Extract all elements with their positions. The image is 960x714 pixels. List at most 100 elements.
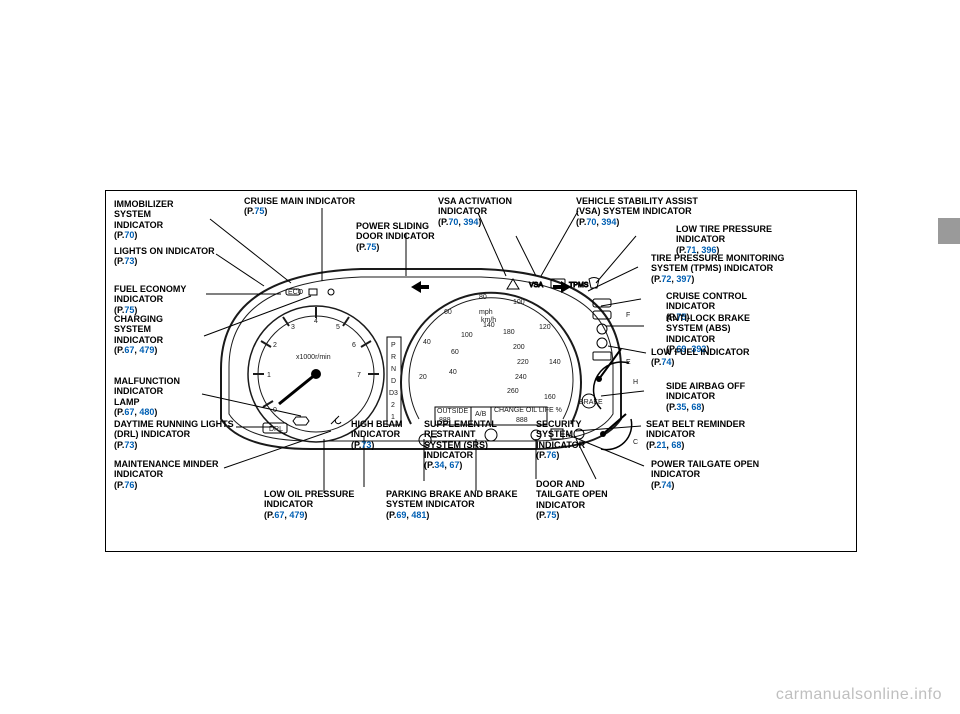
callout-side-airbag: SIDE AIRBAG OFFINDICATOR (P.35, 68)	[666, 381, 745, 412]
callout-fuel-economy: FUEL ECONOMYINDICATOR (P.75)	[114, 284, 186, 315]
ref: (P.73)	[114, 440, 137, 450]
lcd-outside: OUTSIDE	[437, 408, 468, 415]
callout-vsa-activation: VSA ACTIVATIONINDICATOR (P.70, 394)	[438, 196, 512, 227]
tach-7: 7	[357, 372, 361, 379]
kmh-220: 220	[517, 359, 529, 366]
mph-140: 140	[549, 359, 561, 366]
ref: (P.75)	[356, 242, 379, 252]
ref: (P.67, 479)	[264, 510, 307, 520]
label: LIGHTS ON INDICATOR	[114, 246, 215, 256]
label: SECURITYSYSTEMINDICATOR	[536, 419, 585, 450]
fuel-E: E	[626, 359, 631, 366]
kmh-60: 60	[451, 349, 459, 356]
ref: (P.73)	[114, 256, 137, 266]
vsa-label: VSA	[529, 282, 543, 289]
ref: (P.70, 394)	[438, 217, 481, 227]
label: POWER TAILGATE OPENINDICATOR	[651, 459, 759, 480]
ref: (P.67, 479)	[114, 345, 157, 355]
ref: (P.72, 397)	[651, 274, 694, 284]
tach-1: 1	[267, 372, 271, 379]
label: SIDE AIRBAG OFFINDICATOR	[666, 381, 745, 402]
tach-0: 0	[273, 407, 277, 414]
label: HIGH BEAMINDICATOR	[351, 419, 403, 440]
callout-low-tire: LOW TIRE PRESSUREINDICATOR (P.71, 396)	[676, 224, 772, 255]
label: LOW OIL PRESSUREINDICATOR	[264, 489, 354, 510]
shift-indicator: P R N D D3 2 1	[387, 337, 401, 425]
mph-160: 160	[544, 394, 556, 401]
ref: (P.70, 394)	[576, 217, 619, 227]
mph-60: 60	[444, 309, 452, 316]
shift-D: D	[391, 378, 396, 385]
label: SUPPLEMENTALRESTRAINTSYSTEM (SRS)INDICAT…	[424, 419, 497, 460]
mph-40: 40	[423, 339, 431, 346]
callout-lights-on: LIGHTS ON INDICATOR (P.73)	[114, 246, 215, 267]
label: MAINTENANCE MINDERINDICATOR	[114, 459, 219, 480]
callout-low-oil: LOW OIL PRESSUREINDICATOR (P.67, 479)	[264, 489, 354, 520]
label: POWER SLIDINGDOOR INDICATOR	[356, 221, 435, 242]
callout-low-fuel: LOW FUEL INDICATOR (P.74)	[651, 347, 750, 368]
mph-20: 20	[419, 374, 427, 381]
ref: (P.75)	[536, 510, 559, 520]
lcd-digits2: 888	[516, 417, 528, 424]
drl-label: DRL	[269, 426, 283, 433]
ref: (P.76)	[114, 480, 137, 490]
diagram-frame: 0 1 2 3 4 5 6 7 x1000r/min ECO	[105, 190, 857, 552]
label: CRUISE CONTROLINDICATOR	[666, 291, 747, 312]
shift-D3: D3	[389, 390, 398, 397]
tach-2: 2	[273, 342, 277, 349]
tach-4: 4	[314, 318, 318, 325]
lcd-ab: A/B	[475, 411, 487, 418]
callout-srs: SUPPLEMENTALRESTRAINTSYSTEM (SRS)INDICAT…	[424, 419, 497, 471]
callout-power-tailgate: POWER TAILGATE OPENINDICATOR (P.74)	[651, 459, 759, 490]
label: DOOR ANDTAILGATE OPENINDICATOR	[536, 479, 608, 510]
label: PARKING BRAKE AND BRAKESYSTEM INDICATOR	[386, 489, 518, 510]
eco-label: ECO	[288, 289, 304, 296]
temp-H: H	[633, 379, 638, 386]
ref: (P.35, 68)	[666, 402, 704, 412]
label: SEAT BELT REMINDERINDICATOR	[646, 419, 745, 440]
label: TIRE PRESSURE MONITORINGSYSTEM (TPMS) IN…	[651, 253, 784, 274]
callout-parking-brake: PARKING BRAKE AND BRAKESYSTEM INDICATOR …	[386, 489, 518, 520]
callout-malfunction: MALFUNCTIONINDICATORLAMP (P.67, 480)	[114, 376, 180, 417]
temp-C: C	[633, 439, 638, 446]
label: LOW FUEL INDICATOR	[651, 347, 750, 357]
callout-immobilizer: IMMOBILIZERSYSTEMINDICATOR (P.70)	[114, 199, 174, 240]
label: CHARGINGSYSTEMINDICATOR	[114, 314, 163, 345]
ref: (P.34, 67)	[424, 460, 462, 470]
side-tab	[938, 218, 960, 244]
kmh-100: 100	[461, 332, 473, 339]
ref: (P.67, 480)	[114, 407, 157, 417]
ref: (P.74)	[651, 357, 674, 367]
tach-3: 3	[291, 324, 295, 331]
shift-N: N	[391, 366, 396, 373]
tach-6: 6	[352, 342, 356, 349]
kmh-180: 180	[503, 329, 515, 336]
tpms-label: TPMS	[569, 282, 589, 289]
callout-door-open: DOOR ANDTAILGATE OPENINDICATOR (P.75)	[536, 479, 608, 520]
callout-seat-belt: SEAT BELT REMINDERINDICATOR (P.21, 68)	[646, 419, 745, 450]
kmh-240: 240	[515, 374, 527, 381]
callout-charging: CHARGINGSYSTEMINDICATOR (P.67, 479)	[114, 314, 163, 355]
label: IMMOBILIZERSYSTEMINDICATOR	[114, 199, 174, 230]
mph-100: 100	[513, 299, 525, 306]
tach-label: x1000r/min	[296, 354, 331, 361]
callout-security: SECURITYSYSTEMINDICATOR (P.76)	[536, 419, 585, 460]
mph-120: 120	[539, 324, 551, 331]
ref: (P.75)	[244, 206, 267, 216]
ref: (P.73)	[351, 440, 374, 450]
fuel-F: F	[626, 312, 630, 319]
label: MALFUNCTIONINDICATORLAMP	[114, 376, 180, 407]
label: VEHICLE STABILITY ASSIST(VSA) SYSTEM IND…	[576, 196, 698, 217]
shift-P: P	[391, 342, 396, 349]
callout-tpms: TIRE PRESSURE MONITORINGSYSTEM (TPMS) IN…	[651, 253, 784, 284]
label: LOW TIRE PRESSUREINDICATOR	[676, 224, 772, 245]
ref: (P.21, 68)	[646, 440, 684, 450]
page: 0 1 2 3 4 5 6 7 x1000r/min ECO	[0, 0, 960, 714]
callout-power-sliding: POWER SLIDINGDOOR INDICATOR (P.75)	[356, 221, 435, 252]
ref: (P.69, 481)	[386, 510, 429, 520]
mph-unit: mph	[479, 309, 493, 316]
ref: (P.76)	[536, 450, 559, 460]
kmh-40: 40	[449, 369, 457, 376]
watermark: carmanualsonline.info	[776, 686, 942, 704]
label: DAYTIME RUNNING LIGHTS(DRL) INDICATOR	[114, 419, 234, 440]
